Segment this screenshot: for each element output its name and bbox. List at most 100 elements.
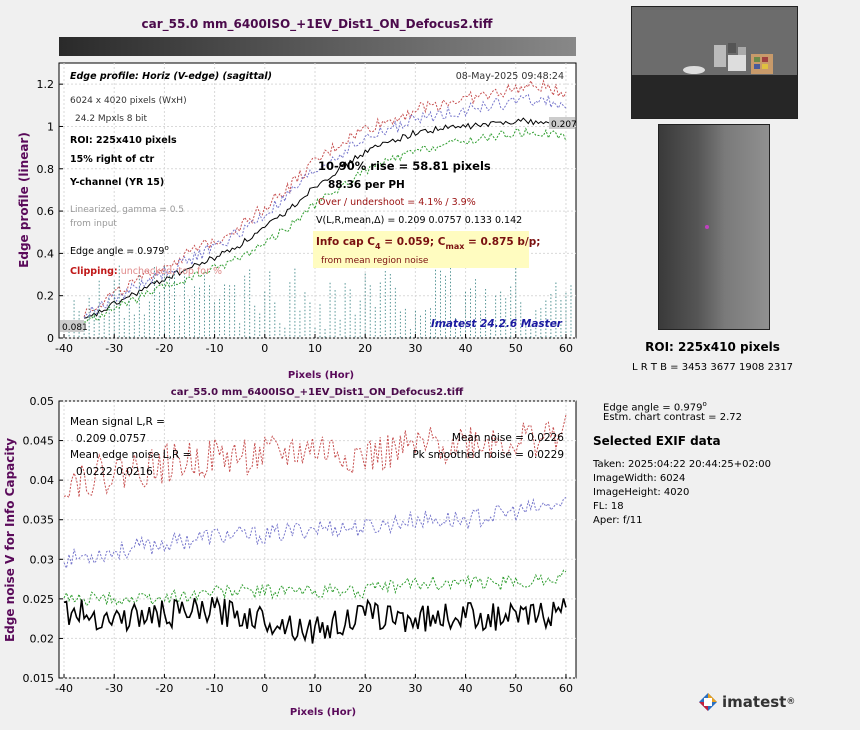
infocap-text: Info cap C4 = 0.059; Cmax = 0.875 b/p; bbox=[316, 236, 540, 251]
imatest-logo: imatest ® bbox=[698, 692, 795, 712]
x-tick-label: -20 bbox=[155, 682, 173, 695]
infocap-box bbox=[313, 231, 529, 268]
side-edge-angle-sup: o bbox=[702, 400, 707, 408]
y-tick-label: 0.03 bbox=[30, 553, 55, 566]
series-line-black bbox=[63, 595, 567, 644]
roi-caption: ROI: 225x410 pixels bbox=[645, 340, 780, 354]
edge-profile-chart: car_55.0 mm_6400ISO_+1EV_Dist1_ON_Defocu… bbox=[17, 17, 577, 381]
series-line-red bbox=[83, 79, 567, 318]
linearized-text: Linearized, gamma = 0.5 bbox=[70, 205, 184, 215]
x-tick-label: 40 bbox=[459, 342, 473, 355]
x-tick-label: 0 bbox=[261, 342, 268, 355]
x-tick-label: 0 bbox=[261, 682, 268, 695]
rise-text: 10-90% rise = 58.81 pixels bbox=[318, 159, 491, 173]
x-tick-label: 10 bbox=[308, 342, 322, 355]
roi-text: ROI: 225x410 pixels bbox=[70, 135, 177, 146]
mean-edge-noise-text: Mean edge noise L,R = bbox=[70, 449, 191, 461]
x-tick-label: -40 bbox=[55, 342, 73, 355]
right-endpoint-label: 0.207 bbox=[551, 120, 577, 130]
y-tick-label: 0.045 bbox=[23, 435, 55, 448]
left-endpoint-label: 0.081 bbox=[62, 323, 88, 333]
series-line-blue bbox=[63, 496, 567, 570]
chart-thumbnail bbox=[631, 6, 798, 119]
mpxls-text: 24.2 Mpxls 8 bit bbox=[75, 114, 148, 124]
y-tick-label: 1.2 bbox=[37, 78, 55, 91]
side-contrast: Estm. chart contrast = 2.72 bbox=[603, 412, 742, 423]
thumbnail-image bbox=[632, 7, 797, 118]
y-tick-label: 0.05 bbox=[30, 395, 55, 408]
right-of-ctr-text: 15% right of ctr bbox=[70, 154, 155, 165]
pixels-text: 6024 x 4020 pixels (WxH) bbox=[70, 96, 187, 106]
mean-noise-text: Mean noise = 0.0226 bbox=[452, 432, 564, 444]
imatest-logo-reg: ® bbox=[786, 697, 796, 707]
exif-list: Taken: 2025:04:22 20:44:25+02:00 ImageWi… bbox=[593, 458, 771, 528]
exif-aper: Aper: f/11 bbox=[593, 515, 643, 526]
chart1-title: car_55.0 mm_6400ISO_+1EV_Dist1_ON_Defocu… bbox=[142, 17, 493, 32]
left-endpoint-box bbox=[60, 320, 84, 332]
exif-fl: FL: 18 bbox=[593, 501, 624, 512]
imatest-logo-text: imatest bbox=[722, 693, 787, 711]
series-line-blue bbox=[83, 93, 567, 319]
chart2-title: car_55.0 mm_6400ISO_+1EV_Dist1_ON_Defocu… bbox=[171, 387, 464, 398]
mean-signal-text: Mean signal L,R = bbox=[70, 416, 165, 428]
channel-text: Y-channel (YR 15) bbox=[69, 177, 164, 188]
edge-noise-chart: car_55.0 mm_6400ISO_+1EV_Dist1_ON_Defocu… bbox=[3, 387, 577, 718]
x-tick-label: 20 bbox=[358, 682, 372, 695]
x-tick-label: -30 bbox=[105, 682, 123, 695]
pk-noise-text: Pk smoothed noise = 0.0229 bbox=[412, 449, 564, 461]
from-input-text: from input bbox=[70, 219, 117, 229]
imatest-logo-icon bbox=[699, 693, 717, 711]
side-edge-angle: Edge angle = 0.979o bbox=[603, 397, 707, 415]
side-edge-angle-text: Edge angle = 0.979 bbox=[603, 402, 703, 414]
x-tick-label: 30 bbox=[408, 682, 422, 695]
vstats-text: V(L,R,mean,Δ) = 0.209 0.0757 0.133 0.142 bbox=[316, 215, 522, 226]
y-tick-label: 0.8 bbox=[37, 163, 55, 176]
edge-angle-text: Edge angle = 0.979o bbox=[70, 244, 169, 257]
per-ph-text: 88.36 per PH bbox=[328, 179, 405, 191]
x-tick-label: 60 bbox=[559, 682, 573, 695]
series-line-green bbox=[63, 569, 567, 607]
exif-title: Selected EXIF data bbox=[593, 434, 721, 448]
y-tick-label: 1 bbox=[47, 120, 54, 133]
chart1-image-strip bbox=[59, 37, 576, 56]
chart2-xlabel: Pixels (Hor) bbox=[290, 707, 356, 718]
y-tick-label: 0.02 bbox=[30, 632, 55, 645]
y-tick-label: 0.035 bbox=[23, 514, 55, 527]
series-line-red bbox=[63, 414, 567, 499]
x-tick-label: 50 bbox=[509, 342, 523, 355]
x-tick-label: -10 bbox=[206, 682, 224, 695]
exif-height: ImageHeight: 4020 bbox=[593, 487, 690, 498]
master-text: Imatest 24.2.6 Master bbox=[431, 318, 563, 330]
roi-lrtb: L R T B = 3453 3677 1908 2317 bbox=[631, 362, 794, 373]
x-tick-label: 30 bbox=[408, 342, 422, 355]
mean-signal-values: 0.209 0.0757 bbox=[76, 433, 146, 445]
y-tick-label: 0 bbox=[47, 332, 54, 345]
mean-edge-noise-values: 0.0222 0.0216 bbox=[76, 466, 153, 478]
x-tick-label: 20 bbox=[358, 342, 372, 355]
x-tick-label: -30 bbox=[105, 342, 123, 355]
exif-taken: Taken: 2025:04:22 20:44:25+02:00 bbox=[593, 459, 771, 470]
x-tick-label: 40 bbox=[459, 682, 473, 695]
x-tick-label: -20 bbox=[155, 342, 173, 355]
overshoot-text: Over / undershoot = 4.1% / 3.9% bbox=[318, 197, 476, 208]
exif-width: ImageWidth: 6024 bbox=[593, 473, 686, 484]
roi-image bbox=[658, 124, 770, 330]
y-tick-label: 0.4 bbox=[37, 247, 55, 260]
x-tick-label: -40 bbox=[55, 682, 73, 695]
x-tick-label: 10 bbox=[308, 682, 322, 695]
clipping-text: Clipping: unchecked; top for % bbox=[70, 266, 222, 277]
profile-date: 08-May-2025 09:48:24 bbox=[456, 71, 564, 82]
right-endpoint-box bbox=[549, 117, 575, 129]
profile-title: Edge profile: Horiz (V-edge) (sagittal) bbox=[70, 71, 272, 82]
chart2-ylabel: Edge noise V for Info Capacity bbox=[3, 438, 17, 642]
y-tick-label: 0.025 bbox=[23, 593, 55, 606]
y-tick-label: 0.2 bbox=[37, 290, 55, 303]
x-tick-label: 50 bbox=[509, 682, 523, 695]
y-tick-label: 0.6 bbox=[37, 205, 55, 218]
chart1-ylabel: Edge profile (linear) bbox=[17, 132, 31, 268]
chart2-plot-area bbox=[58, 400, 577, 679]
y-tick-label: 0.04 bbox=[30, 474, 55, 487]
x-tick-label: 60 bbox=[559, 342, 573, 355]
y-tick-label: 0.015 bbox=[23, 672, 55, 685]
infocap-sub-text: from mean region noise bbox=[321, 256, 429, 266]
